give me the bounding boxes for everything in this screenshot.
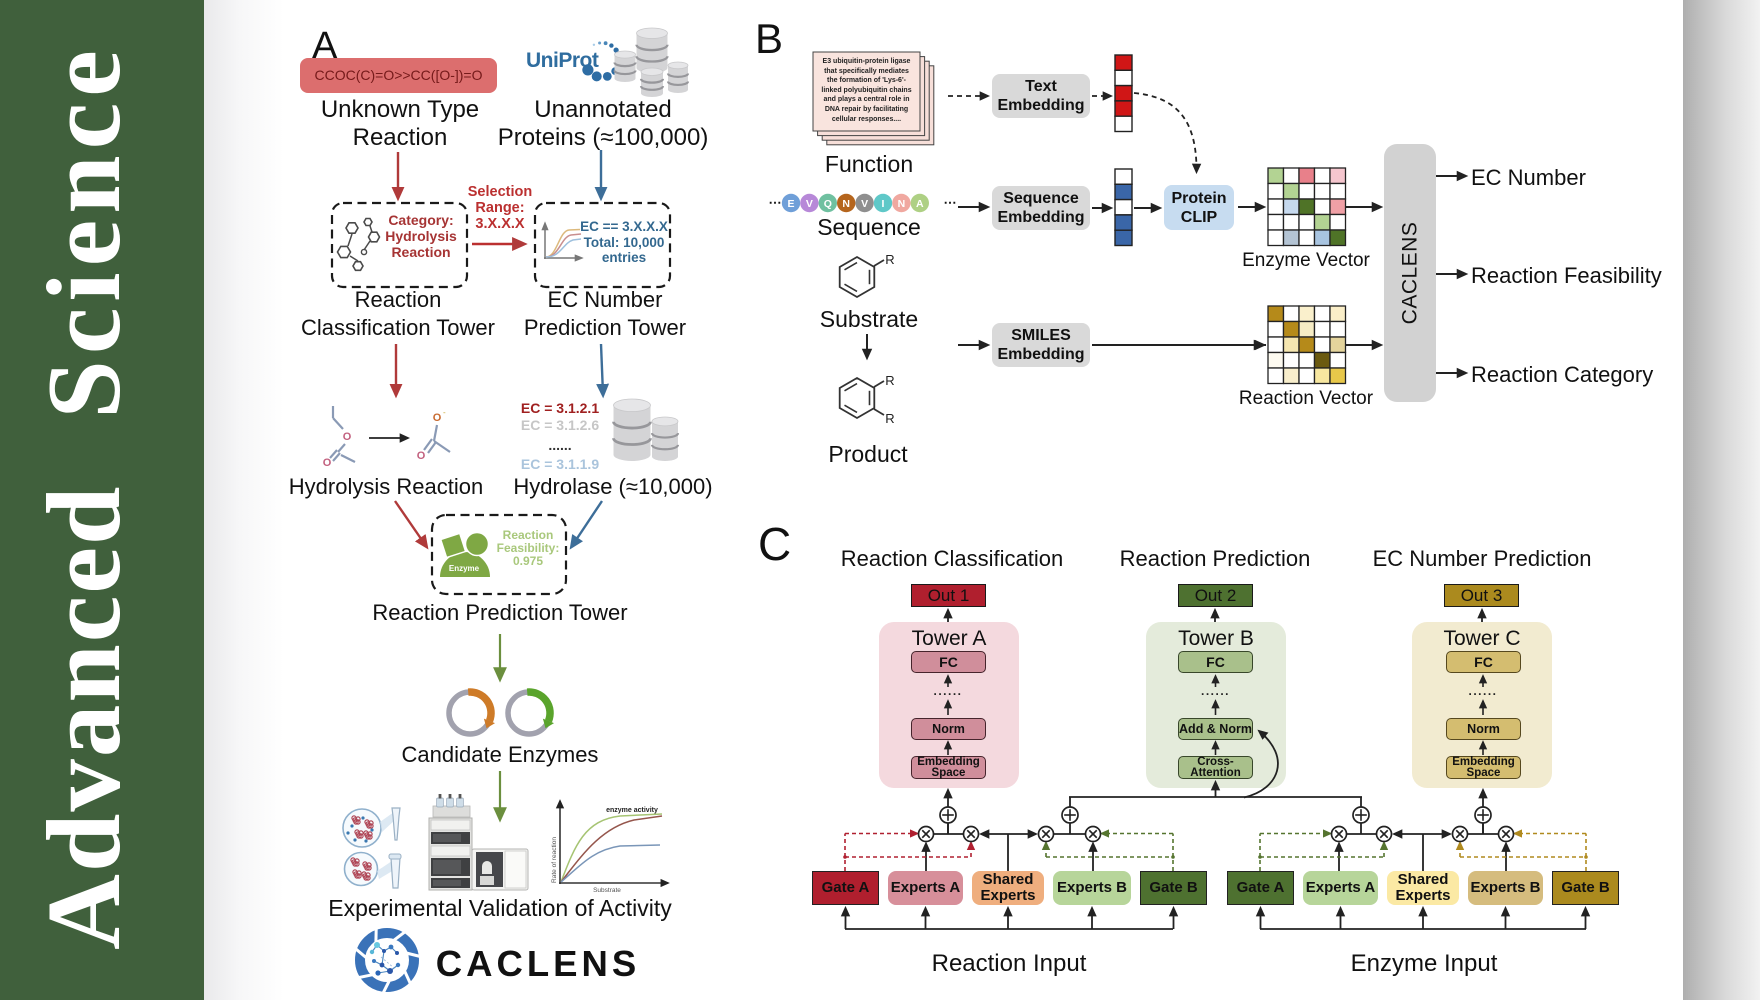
svg-text:Enzyme: Enzyme xyxy=(449,564,480,573)
svg-text:enzyme activity: enzyme activity xyxy=(606,807,658,814)
svg-text:......: ...... xyxy=(1201,684,1230,698)
svg-text:O: O xyxy=(343,431,352,443)
svg-text:V: V xyxy=(806,198,813,210)
svg-text:Substrate: Substrate xyxy=(593,887,621,894)
svg-text:R: R xyxy=(885,373,894,388)
svg-text:R: R xyxy=(885,411,894,426)
svg-text:Rate of reaction: Rate of reaction xyxy=(551,837,558,883)
svg-text:V: V xyxy=(861,198,868,210)
svg-text:O: O xyxy=(323,457,332,469)
svg-text:R: R xyxy=(885,252,894,267)
svg-text:O: O xyxy=(433,412,442,424)
svg-text:N: N xyxy=(898,198,906,210)
svg-text:I: I xyxy=(882,198,885,210)
svg-text:......: ...... xyxy=(1468,684,1497,698)
svg-text:......: ...... xyxy=(933,684,962,698)
svg-text:Q: Q xyxy=(824,198,832,210)
svg-text:N: N xyxy=(842,198,850,210)
svg-text:⋯: ⋯ xyxy=(944,195,957,210)
svg-text:E: E xyxy=(787,198,794,210)
svg-text:O: O xyxy=(417,450,426,462)
svg-text:A: A xyxy=(916,198,924,210)
svg-text:UniProt: UniProt xyxy=(526,49,599,72)
svg-text:-: - xyxy=(443,408,446,417)
svg-text:⋯: ⋯ xyxy=(769,195,782,210)
